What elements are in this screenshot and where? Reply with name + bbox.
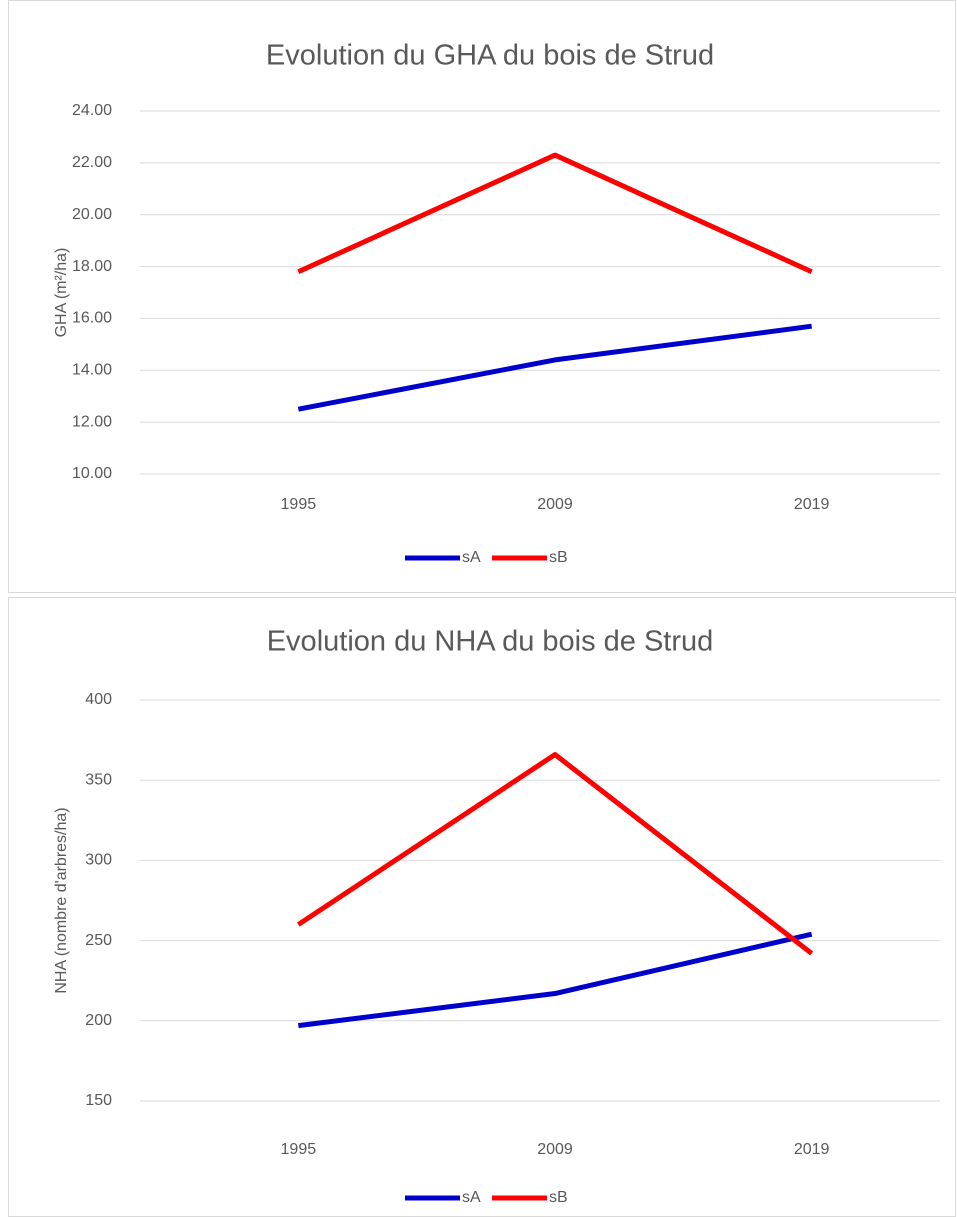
y-tick-label: 24.00	[72, 102, 112, 119]
series-line	[298, 931, 813, 1029]
x-tick-label: 2019	[794, 496, 830, 513]
x-tick-label: 1995	[281, 496, 317, 513]
y-tick-label: 250	[85, 932, 112, 949]
y-axis-label: NHA (nombre d'arbres/ha)	[53, 807, 70, 993]
legend-label: sB	[549, 1189, 568, 1206]
series-line	[297, 152, 813, 275]
legend-label: sA	[462, 549, 481, 566]
y-tick-label: 18.00	[72, 258, 112, 275]
y-tick-label: 12.00	[72, 413, 112, 430]
y-tick-label: 14.00	[72, 362, 112, 379]
x-tick-label: 2009	[537, 1141, 573, 1158]
y-tick-label: 200	[85, 1012, 112, 1029]
legend-label: sB	[549, 549, 568, 566]
chart-panel	[8, 0, 956, 593]
x-tick-label: 2009	[537, 496, 573, 513]
y-tick-label: 300	[85, 852, 112, 869]
series-line	[297, 323, 812, 412]
chart-title: Evolution du GHA du bois de Strud	[266, 40, 714, 72]
chart-title: Evolution du NHA du bois de Strud	[267, 626, 714, 658]
chart-panel	[8, 597, 956, 1217]
legend-label: sA	[462, 1189, 481, 1206]
x-tick-label: 2019	[794, 1141, 830, 1158]
y-tick-label: 22.00	[72, 154, 112, 171]
y-tick-label: 10.00	[72, 465, 112, 482]
x-tick-label: 1995	[281, 1141, 317, 1158]
y-tick-label: 150	[85, 1092, 112, 1109]
y-axis-label: GHA (m²/ha)	[53, 248, 70, 338]
y-tick-label: 350	[85, 771, 112, 788]
series-line	[296, 752, 814, 956]
y-tick-label: 16.00	[72, 310, 112, 327]
y-tick-label: 20.00	[72, 206, 112, 223]
y-tick-label: 400	[85, 691, 112, 708]
